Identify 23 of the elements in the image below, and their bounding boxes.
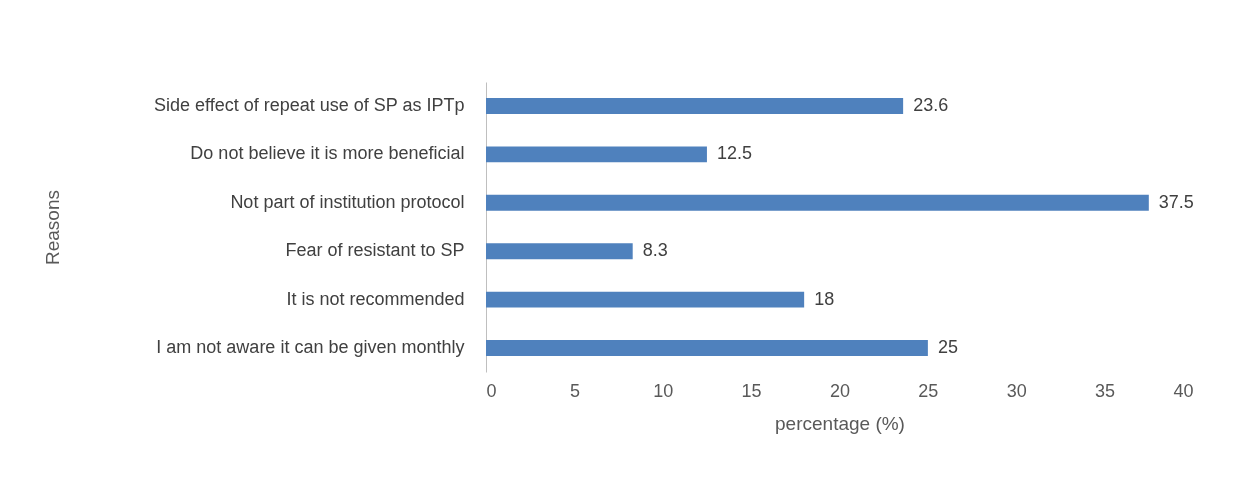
y-tick-label: Not part of institution protocol [230, 191, 465, 212]
data-label: 12.5 [716, 143, 752, 164]
x-tick-label: 5 [569, 380, 580, 401]
x-tick-label: 25 [918, 380, 939, 401]
x-tick-label: 30 [1006, 380, 1027, 401]
x-axis-title: percentage (%) [775, 412, 905, 434]
data-label: 23.6 [913, 94, 949, 115]
y-tick-label: It is not recommended [286, 288, 465, 309]
data-label: 18 [814, 288, 835, 309]
data-label: 8.3 [642, 240, 668, 261]
y-tick-label: Fear of resistant to SP [285, 240, 465, 261]
x-tick-label: 35 [1095, 380, 1116, 401]
x-tick-label: 20 [829, 380, 851, 401]
x-tick-label: 40 [1173, 380, 1194, 401]
x-tick-label: 10 [653, 380, 674, 401]
y-tick-label: I am not aware it can be given monthly [156, 337, 465, 358]
data-label: 37.5 [1158, 191, 1194, 212]
y-tick-label: Side effect of repeat use of SP as IPTp [153, 94, 465, 115]
x-tick-label: 0 [486, 380, 497, 401]
x-tick-label: 15 [741, 380, 762, 401]
data-label: 25 [937, 337, 958, 358]
y-tick-label: Do not believe it is more beneficial [190, 143, 465, 164]
y-axis-title: Reasons [41, 190, 63, 265]
